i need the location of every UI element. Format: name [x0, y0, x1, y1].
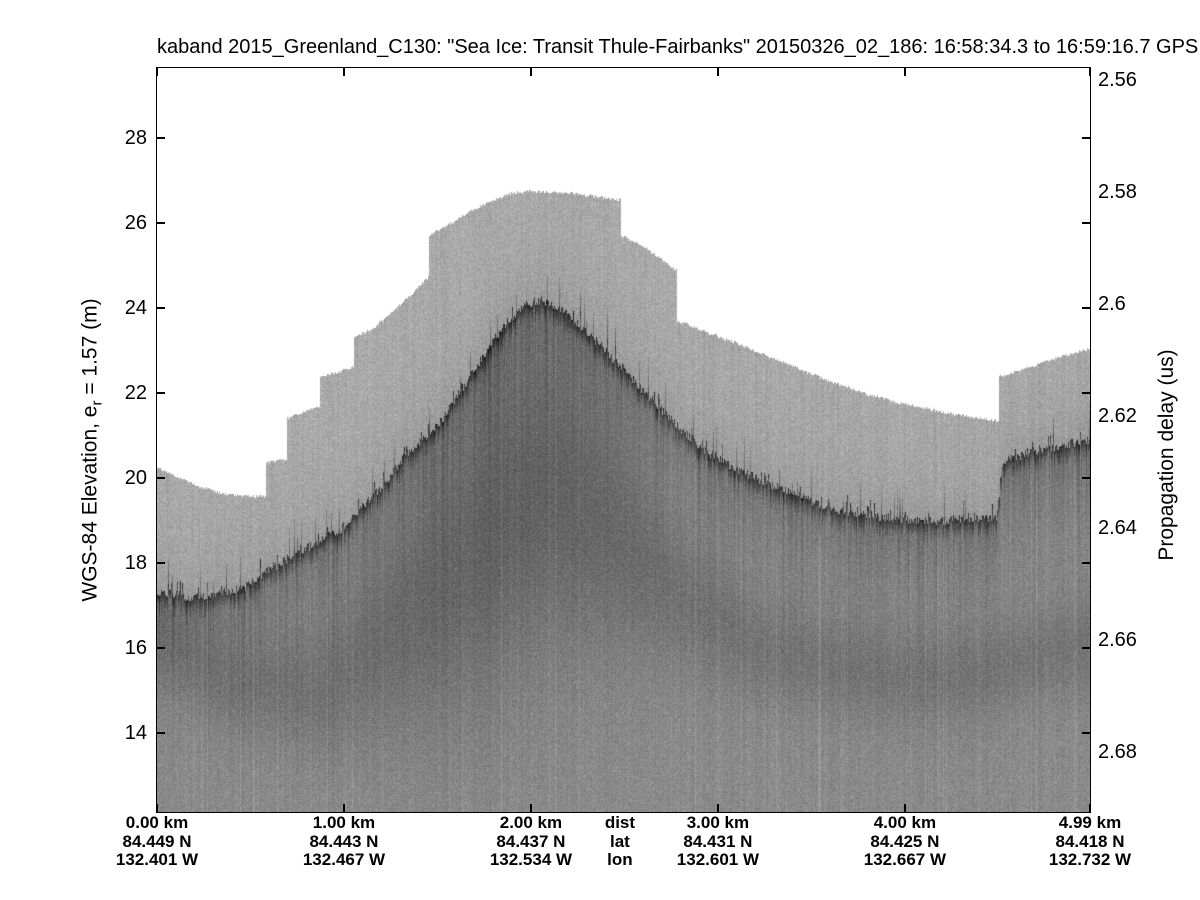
- x-axis-group-dist: 1.00 km: [312, 813, 376, 832]
- x-axis-group-lat: 84.449 N: [122, 831, 192, 851]
- y-tick-label-right: 2.62: [1098, 404, 1137, 427]
- y-tick-label-right: 2.56: [1098, 68, 1137, 91]
- x-axis-group-lon: 132.467 W: [302, 850, 386, 869]
- x-axis-row-header-lat: lat: [610, 831, 630, 851]
- x-axis-group: 4.00 km 84.425 N 132.667 W: [863, 813, 947, 870]
- y-tick-label-left: 18: [124, 551, 147, 574]
- y-tick-label-right: 2.6: [1098, 292, 1126, 315]
- x-axis-group-lon: 132.667 W: [863, 850, 947, 869]
- x-axis-group: 1.00 km 84.443 N 132.467 W: [302, 813, 386, 870]
- x-axis-group-dist: 4.99 km: [1058, 813, 1122, 832]
- echogram-image: [157, 68, 1090, 812]
- x-axis-group-dist: 2.00 km: [499, 813, 563, 832]
- x-axis-group-lat: 84.431 N: [683, 831, 753, 851]
- x-axis-group-lon: 132.401 W: [115, 850, 199, 869]
- chart-title: kaband 2015_Greenland_C130: "Sea Ice: Tr…: [157, 36, 1199, 58]
- x-axis-group: 3.00 km 84.431 N 132.601 W: [676, 813, 760, 870]
- x-axis-row-header-dist: dist: [604, 813, 636, 832]
- x-axis-group-lat: 84.443 N: [309, 831, 379, 851]
- y-tick-label-left: 14: [124, 721, 147, 744]
- y-tick-label-left: 24: [124, 296, 147, 319]
- y-tick-label-left: 28: [124, 126, 147, 149]
- x-axis-group-lat: 84.418 N: [1055, 831, 1125, 851]
- y-tick-label-left: 20: [124, 466, 147, 489]
- x-axis-row-header-lon: lon: [607, 850, 633, 869]
- x-axis-group: 4.99 km 84.418 N 132.732 W: [1048, 813, 1132, 870]
- x-axis-row-header: dist lat lon: [604, 813, 636, 870]
- x-axis-group-lat: 84.425 N: [870, 831, 940, 851]
- x-axis-group-lon: 132.732 W: [1048, 850, 1132, 869]
- x-axis-group: 2.00 km 84.437 N 132.534 W: [489, 813, 573, 870]
- x-axis-group: 0.00 km 84.449 N 132.401 W: [115, 813, 199, 870]
- x-axis-group-lat: 84.437 N: [496, 831, 566, 851]
- y-tick-label-right: 2.58: [1098, 180, 1137, 203]
- x-axis-group-dist: 3.00 km: [686, 813, 750, 832]
- y-tick-label-left: 22: [124, 381, 147, 404]
- x-axis-group-lon: 132.601 W: [676, 850, 760, 869]
- y-tick-label-right: 2.66: [1098, 629, 1137, 651]
- y-tick-label-left: 26: [124, 211, 147, 234]
- x-axis-group-lon: 132.534 W: [489, 850, 573, 869]
- y-tick-label-left: 16: [124, 636, 147, 659]
- y-tick-label-right: 2.64: [1098, 516, 1137, 539]
- x-axis-group-dist: 0.00 km: [125, 813, 189, 832]
- x-axis-group-dist: 4.00 km: [873, 813, 937, 832]
- y-tick-label-right: 2.68: [1098, 741, 1137, 764]
